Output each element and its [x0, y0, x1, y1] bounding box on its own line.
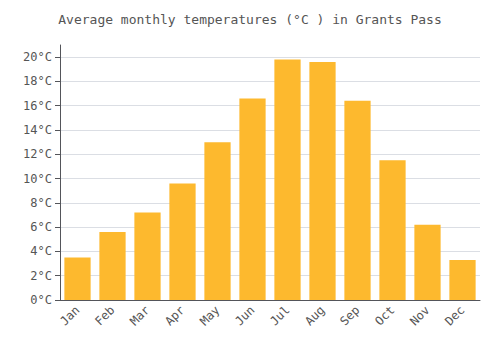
svg-text:Aug: Aug — [302, 303, 327, 328]
svg-text:Average monthly temperatures (: Average monthly temperatures (°C ) in Gr… — [58, 12, 442, 27]
svg-text:14°C: 14°C — [23, 123, 52, 137]
svg-text:16°C: 16°C — [23, 99, 52, 113]
svg-text:10°C: 10°C — [23, 172, 52, 186]
svg-text:8°C: 8°C — [30, 196, 52, 210]
svg-text:Dec: Dec — [442, 303, 467, 328]
svg-text:Jul: Jul — [267, 303, 292, 328]
svg-text:2°C: 2°C — [30, 269, 52, 283]
svg-text:Mar: Mar — [127, 303, 152, 328]
svg-text:Jun: Jun — [232, 303, 257, 328]
svg-text:Apr: Apr — [162, 303, 187, 328]
svg-text:May: May — [197, 303, 222, 328]
svg-text:4°C: 4°C — [30, 244, 52, 258]
svg-text:Jan: Jan — [57, 303, 82, 328]
svg-text:0°C: 0°C — [30, 293, 52, 307]
svg-text:Oct: Oct — [372, 303, 397, 328]
svg-text:20°C: 20°C — [23, 50, 52, 64]
svg-text:Nov: Nov — [407, 303, 432, 328]
svg-text:12°C: 12°C — [23, 147, 52, 161]
svg-text:Feb: Feb — [92, 303, 117, 328]
svg-text:6°C: 6°C — [30, 220, 52, 234]
svg-text:Sep: Sep — [337, 303, 362, 328]
svg-text:18°C: 18°C — [23, 74, 52, 88]
